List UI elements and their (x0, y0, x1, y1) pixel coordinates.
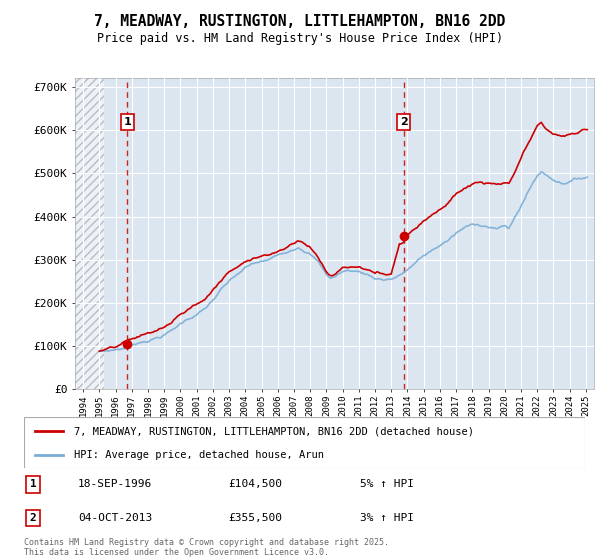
Text: £104,500: £104,500 (228, 479, 282, 489)
Text: 2: 2 (400, 117, 407, 127)
Text: 1: 1 (124, 117, 131, 127)
Text: 1: 1 (29, 479, 37, 489)
Text: 7, MEADWAY, RUSTINGTON, LITTLEHAMPTON, BN16 2DD (detached house): 7, MEADWAY, RUSTINGTON, LITTLEHAMPTON, B… (74, 426, 475, 436)
Text: £355,500: £355,500 (228, 513, 282, 523)
Text: 2: 2 (29, 513, 37, 523)
Text: Contains HM Land Registry data © Crown copyright and database right 2025.
This d: Contains HM Land Registry data © Crown c… (24, 538, 389, 557)
Text: HPI: Average price, detached house, Arun: HPI: Average price, detached house, Arun (74, 450, 325, 460)
Bar (75, 78, 104, 389)
Text: 5% ↑ HPI: 5% ↑ HPI (360, 479, 414, 489)
FancyBboxPatch shape (24, 417, 585, 468)
Text: Price paid vs. HM Land Registry's House Price Index (HPI): Price paid vs. HM Land Registry's House … (97, 32, 503, 45)
Text: 18-SEP-1996: 18-SEP-1996 (78, 479, 152, 489)
Text: 04-OCT-2013: 04-OCT-2013 (78, 513, 152, 523)
Text: 7, MEADWAY, RUSTINGTON, LITTLEHAMPTON, BN16 2DD: 7, MEADWAY, RUSTINGTON, LITTLEHAMPTON, B… (94, 14, 506, 29)
Text: 3% ↑ HPI: 3% ↑ HPI (360, 513, 414, 523)
